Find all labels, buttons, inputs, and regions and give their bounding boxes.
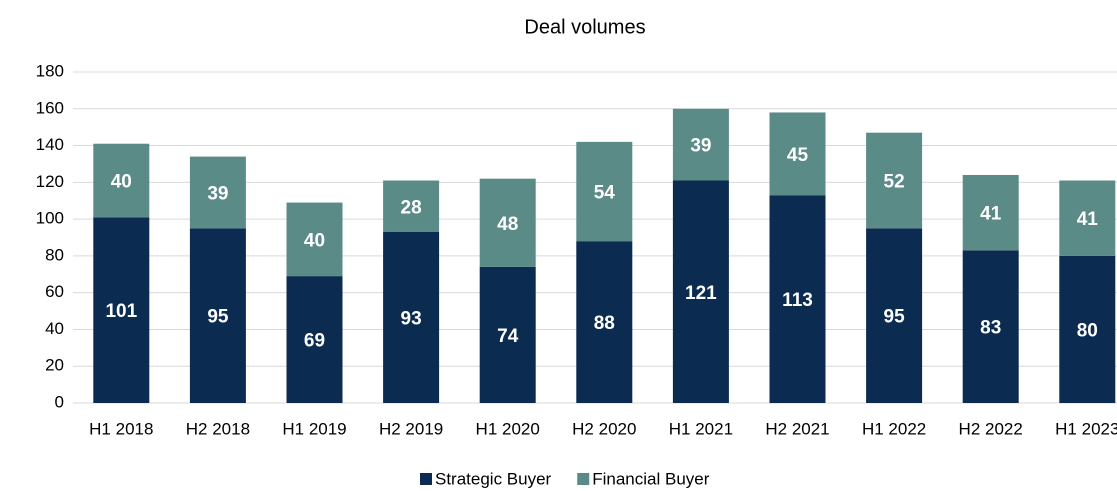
value-label: 28 [401,197,422,218]
bar-segment [286,276,343,403]
value-label: 93 [401,309,422,330]
value-label: 69 [304,331,325,352]
bar-segment [576,141,633,242]
value-label: 80 [1077,320,1098,341]
legend-swatch [577,473,590,485]
x-tick-label: H2 2022 [959,419,1023,438]
bar-segment [189,228,246,403]
bar-segment [93,217,150,403]
value-label: 95 [207,307,229,328]
bar-segment [866,228,923,403]
x-tick-label: H1 2019 [282,419,346,438]
y-tick-label: 20 [45,356,64,375]
x-tick-label: H2 2018 [186,419,250,438]
bar-segment [962,250,1019,403]
bar-segment [286,202,343,277]
bar-segment [189,156,246,229]
value-label: 52 [884,172,905,193]
bar-segment [672,180,729,403]
bar-segment [383,231,440,403]
bar-segment [93,143,150,218]
value-label: 41 [980,204,1002,225]
bar-segment [962,174,1019,251]
value-label: 39 [207,183,228,204]
value-label: 40 [111,172,132,193]
legend-swatch [420,473,432,485]
bar-segment [576,241,633,403]
value-label: 83 [980,318,1001,339]
legend-label: Financial Buyer [592,469,710,488]
y-tick-label: 140 [36,135,64,154]
bar-segment [769,195,826,403]
bar-segment [1059,255,1116,403]
x-tick-label: H1 2022 [862,419,926,438]
value-label: 74 [497,326,519,347]
value-label: 113 [782,290,813,311]
bar-segment [479,266,536,403]
value-label: 45 [787,145,809,166]
bar-segment [479,178,536,267]
y-tick-label: 120 [36,172,64,191]
value-label: 40 [304,230,325,251]
y-tick-label: 80 [45,245,64,264]
legend-label: Strategic Buyer [435,469,552,488]
bar-segment [866,132,923,229]
x-tick-label: H2 2020 [572,419,636,438]
bar-segment [383,180,440,232]
x-tick-label: H2 2021 [765,419,829,438]
x-tick-label: H1 2020 [476,419,540,438]
value-label: 48 [497,214,518,235]
bar-segment [1059,180,1116,256]
x-tick-label: H1 2018 [89,419,153,438]
y-tick-label: 100 [36,209,64,228]
value-label: 88 [594,313,615,334]
value-label: 54 [594,183,616,204]
y-tick-label: 0 [55,392,64,411]
bar-segment [769,112,826,196]
x-tick-label: H2 2019 [379,419,443,438]
y-tick-label: 40 [45,319,64,338]
bar-segment [672,108,729,181]
x-tick-label: H1 2021 [669,419,733,438]
y-tick-label: 180 [36,61,64,80]
x-tick-label: H1 2023 [1055,419,1117,438]
value-label: 101 [105,301,137,322]
y-tick-label: 160 [36,98,64,117]
value-label: 41 [1077,209,1099,230]
value-label: 39 [690,136,711,157]
value-label: 95 [884,307,906,328]
chart-title: Deal volumes [524,16,645,38]
value-label: 121 [685,283,717,304]
y-tick-label: 60 [45,282,64,301]
